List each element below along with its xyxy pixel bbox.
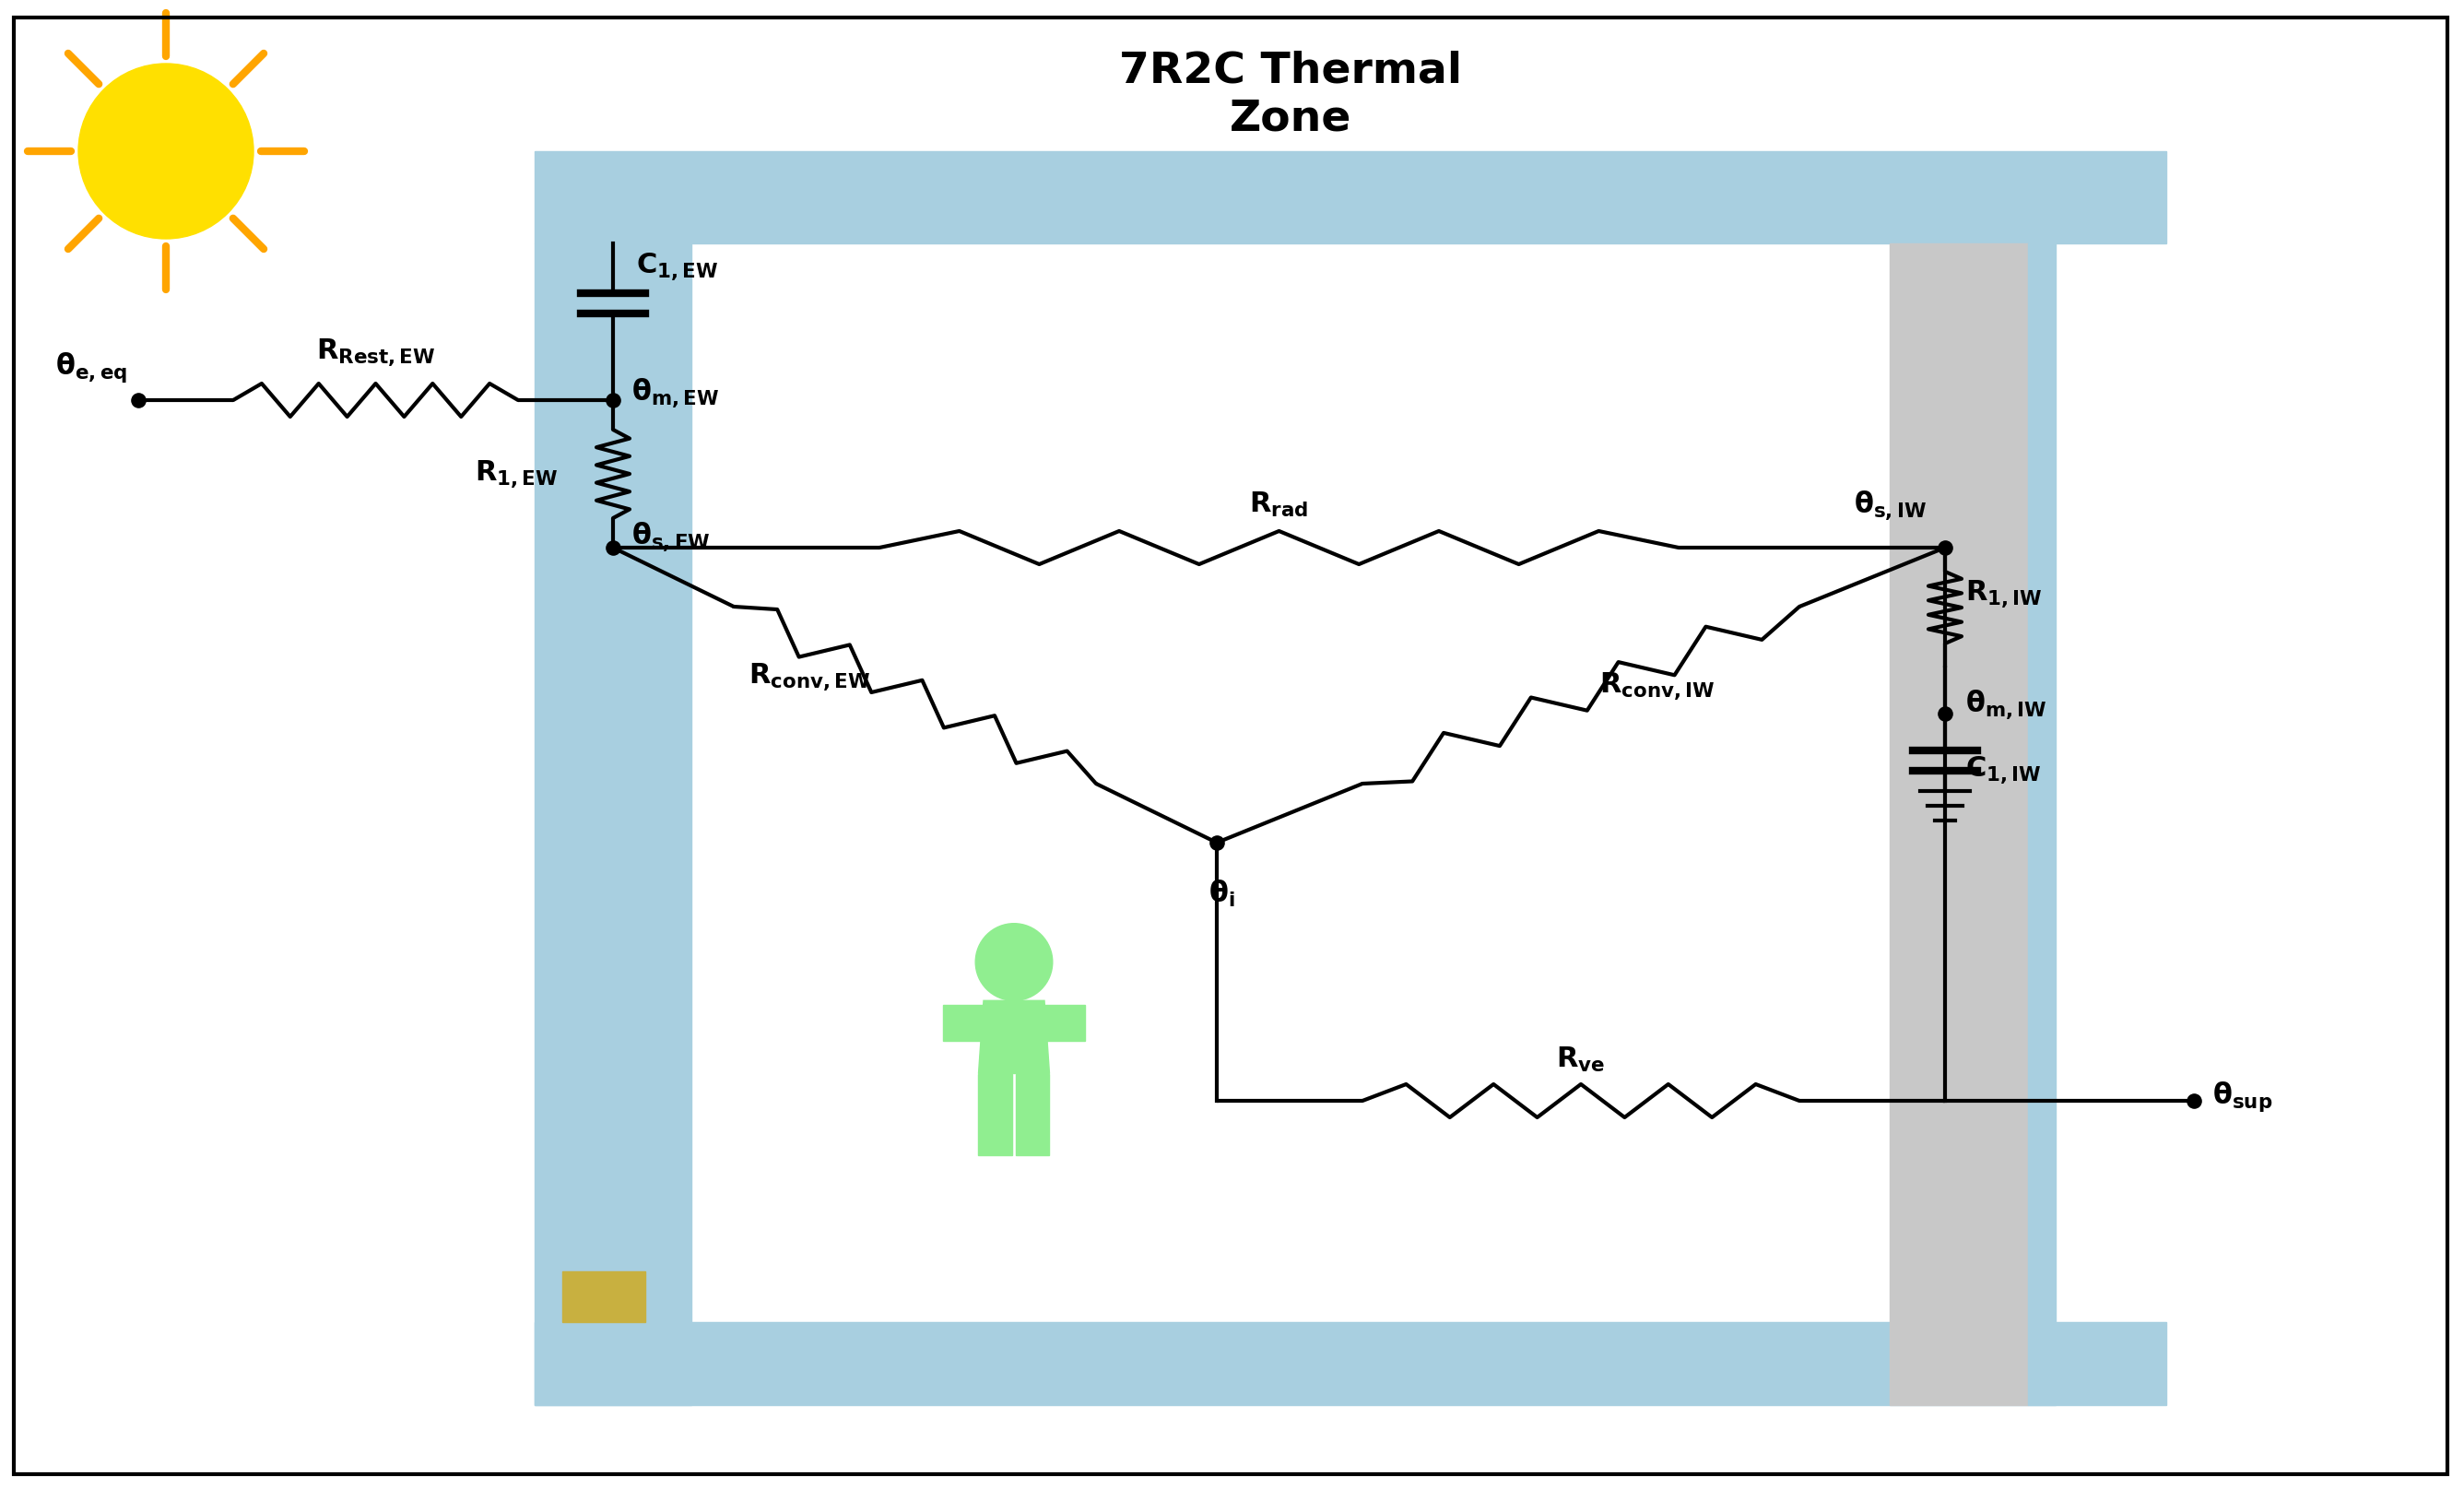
Point <box>2173 1089 2213 1113</box>
Text: $\mathbf{R_{1,EW}}$: $\mathbf{R_{1,EW}}$ <box>476 458 557 491</box>
Point <box>594 536 633 559</box>
Bar <box>535 152 2166 244</box>
Text: $\mathbf{\theta_{s,EW}}$: $\mathbf{\theta_{s,EW}}$ <box>631 521 710 554</box>
Bar <box>1890 244 2028 1405</box>
Polygon shape <box>978 1001 1050 1074</box>
Text: 7R2C Thermal
Zone: 7R2C Thermal Zone <box>1119 51 1461 140</box>
Bar <box>562 1271 646 1323</box>
Text: $\mathbf{\theta_{m,IW}}$: $\mathbf{\theta_{m,IW}}$ <box>1966 687 2048 722</box>
Text: $\mathbf{R_{rad}}$: $\mathbf{R_{rad}}$ <box>1249 490 1308 519</box>
Text: $\mathbf{\theta_{m,EW}}$: $\mathbf{\theta_{m,EW}}$ <box>631 376 719 411</box>
Bar <box>2028 244 2055 1405</box>
Text: $\mathbf{\theta_{sup}}$: $\mathbf{\theta_{sup}}$ <box>2213 1079 2272 1113</box>
Polygon shape <box>1015 1074 1050 1155</box>
Point <box>594 388 633 412</box>
Bar <box>535 1323 2166 1405</box>
Point <box>1924 702 1964 726</box>
Text: $\mathbf{\theta_{e,eq}}$: $\mathbf{\theta_{e,eq}}$ <box>54 350 128 384</box>
Point <box>1198 832 1237 856</box>
Circle shape <box>976 924 1052 1001</box>
Polygon shape <box>978 1074 1013 1155</box>
Circle shape <box>79 64 254 240</box>
Text: $\mathbf{\theta_i}$: $\mathbf{\theta_i}$ <box>1207 878 1234 909</box>
Text: $\mathbf{R_{ve}}$: $\mathbf{R_{ve}}$ <box>1557 1045 1607 1073</box>
Text: $\mathbf{R_{Rest,EW}}$: $\mathbf{R_{Rest,EW}}$ <box>315 336 436 369</box>
Bar <box>692 244 1890 1323</box>
Text: $\mathbf{\theta_{s,IW}}$: $\mathbf{\theta_{s,IW}}$ <box>1853 490 1927 522</box>
Text: $\mathbf{R_{conv,EW}}$: $\mathbf{R_{conv,EW}}$ <box>749 661 870 693</box>
Polygon shape <box>1042 1004 1084 1042</box>
Point <box>1924 536 1964 559</box>
Text: $\mathbf{C_{1,IW}}$: $\mathbf{C_{1,IW}}$ <box>1966 754 2043 786</box>
Point <box>118 388 158 412</box>
Text: $\mathbf{R_{conv,IW}}$: $\mathbf{R_{conv,IW}}$ <box>1599 671 1715 702</box>
Bar <box>535 244 692 1405</box>
Text: $\mathbf{R_{1,IW}}$: $\mathbf{R_{1,IW}}$ <box>1966 579 2043 610</box>
Text: $\mathbf{C_{1,EW}}$: $\mathbf{C_{1,EW}}$ <box>636 251 719 283</box>
Polygon shape <box>944 1004 986 1042</box>
